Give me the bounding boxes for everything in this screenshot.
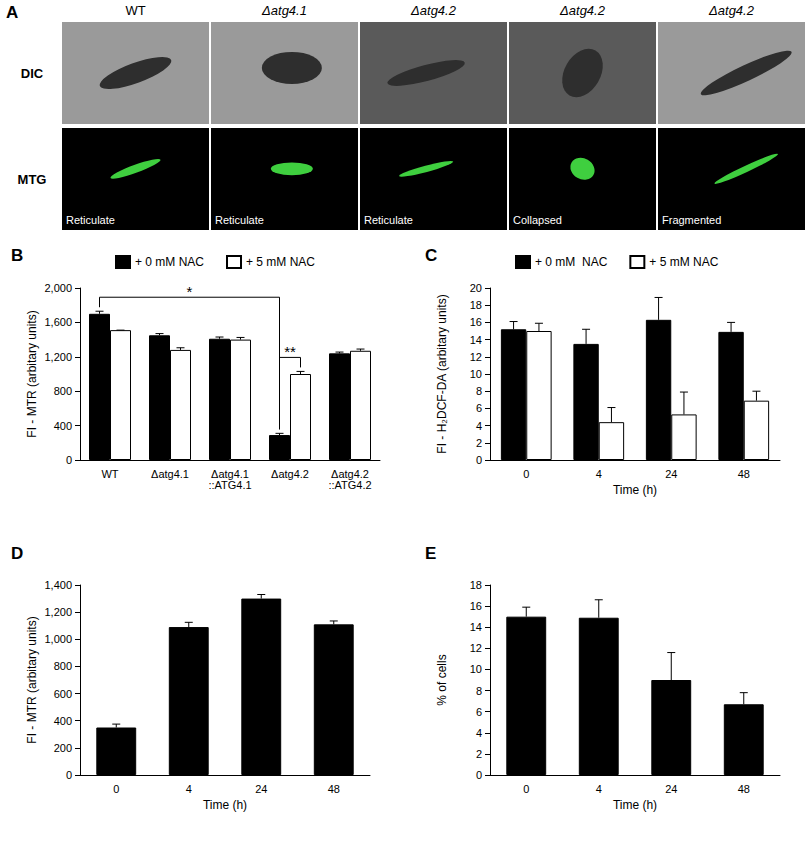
- svg-text:48: 48: [328, 783, 340, 795]
- svg-text:Time (h): Time (h): [613, 483, 657, 497]
- svg-text:Δatg4.2: Δatg4.2: [271, 468, 309, 480]
- svg-text:400: 400: [54, 715, 72, 727]
- svg-text:4: 4: [476, 727, 482, 739]
- svg-text:FI - MTR (arbitary units): FI - MTR (arbitary units): [25, 310, 39, 437]
- svg-text:D: D: [11, 544, 23, 563]
- svg-text:0: 0: [113, 783, 119, 795]
- svg-text:4: 4: [186, 783, 192, 795]
- svg-text:24: 24: [255, 783, 267, 795]
- svg-text:% of cells: % of cells: [435, 654, 449, 705]
- svg-text:2: 2: [476, 437, 482, 449]
- svg-text:0: 0: [523, 468, 529, 480]
- svg-text:400: 400: [54, 420, 72, 432]
- svg-text:14: 14: [470, 334, 482, 346]
- svg-text:10: 10: [470, 368, 482, 380]
- svg-text:800: 800: [54, 660, 72, 672]
- svg-text:Δatg4.1: Δatg4.1: [211, 467, 249, 480]
- svg-text:2,000: 2,000: [44, 282, 72, 294]
- svg-text:0: 0: [476, 454, 482, 466]
- svg-text:16: 16: [470, 316, 482, 328]
- svg-text:48: 48: [738, 783, 750, 795]
- svg-text:Δatg4.2: Δatg4.2: [410, 3, 457, 18]
- svg-text:+ 0 mM NAC: + 0 mM NAC: [135, 255, 204, 269]
- svg-text:Reticulate: Reticulate: [66, 214, 115, 226]
- svg-text:4: 4: [596, 783, 602, 795]
- svg-text:0: 0: [523, 783, 529, 795]
- svg-text:48: 48: [738, 468, 750, 480]
- svg-text:1,200: 1,200: [44, 606, 72, 618]
- svg-text:Time (h): Time (h): [613, 798, 657, 812]
- svg-text:Δatg4.1: Δatg4.1: [261, 3, 307, 18]
- svg-text:20: 20: [470, 282, 482, 294]
- svg-text:Reticulate: Reticulate: [364, 214, 413, 226]
- svg-text:24: 24: [665, 783, 677, 795]
- svg-text:4: 4: [596, 468, 602, 480]
- svg-text:DIC: DIC: [21, 66, 44, 81]
- svg-text:1,400: 1,400: [44, 579, 72, 591]
- svg-text:1,600: 1,600: [44, 316, 72, 328]
- svg-text:WT: WT: [125, 3, 145, 18]
- svg-text:FI - H₂DCF-DA (arbitary units): FI - H₂DCF-DA (arbitary units): [435, 294, 449, 453]
- svg-text:12: 12: [470, 351, 482, 363]
- svg-text:600: 600: [54, 688, 72, 700]
- svg-text:MTG: MTG: [18, 172, 47, 187]
- svg-text:**: **: [284, 343, 296, 360]
- svg-text:8: 8: [476, 385, 482, 397]
- svg-text:800: 800: [54, 385, 72, 397]
- svg-text:12: 12: [470, 642, 482, 654]
- svg-text:A: A: [6, 3, 18, 22]
- svg-text:24: 24: [665, 468, 677, 480]
- svg-text:B: B: [11, 246, 23, 265]
- svg-text:18: 18: [470, 579, 482, 591]
- svg-text:Δatg4.2: Δatg4.2: [559, 3, 606, 18]
- svg-text:Δatg4.2: Δatg4.2: [331, 467, 369, 480]
- svg-text:Time (h): Time (h): [203, 798, 247, 812]
- svg-text:Reticulate: Reticulate: [215, 214, 264, 226]
- svg-text:::ATG4.1: ::ATG4.1: [208, 479, 251, 491]
- svg-text:6: 6: [476, 402, 482, 414]
- svg-text:WT: WT: [101, 468, 118, 480]
- svg-text:2: 2: [476, 748, 482, 760]
- svg-text:E: E: [425, 544, 436, 563]
- svg-text:10: 10: [470, 663, 482, 675]
- svg-text:1,200: 1,200: [44, 351, 72, 363]
- svg-text:+ 5 mM NAC: + 5 mM NAC: [246, 255, 315, 269]
- svg-text:*: *: [187, 283, 193, 300]
- svg-text:0: 0: [476, 769, 482, 781]
- svg-text:6: 6: [476, 706, 482, 718]
- svg-text:::ATG4.2: ::ATG4.2: [328, 479, 371, 491]
- svg-text:200: 200: [54, 742, 72, 754]
- svg-text:Δatg4.2: Δatg4.2: [708, 3, 755, 18]
- svg-text:0: 0: [66, 454, 72, 466]
- svg-text:4: 4: [476, 420, 482, 432]
- svg-text:Fragmented: Fragmented: [662, 214, 721, 226]
- svg-text:1,000: 1,000: [44, 633, 72, 645]
- svg-text:FI - MTR (arbitary units): FI - MTR (arbitary units): [25, 616, 39, 743]
- svg-text:Collapsed: Collapsed: [513, 214, 562, 226]
- svg-text:Δatg4.1: Δatg4.1: [151, 468, 189, 480]
- svg-text:8: 8: [476, 685, 482, 697]
- svg-text:14: 14: [470, 621, 482, 633]
- svg-text:0: 0: [66, 769, 72, 781]
- svg-text:16: 16: [470, 600, 482, 612]
- svg-text:18: 18: [470, 299, 482, 311]
- svg-text:+ 5 mM NAC: + 5 mM NAC: [649, 255, 718, 269]
- svg-text:+ 0 mM NAC: + 0 mM NAC: [535, 255, 608, 269]
- svg-text:C: C: [425, 246, 437, 265]
